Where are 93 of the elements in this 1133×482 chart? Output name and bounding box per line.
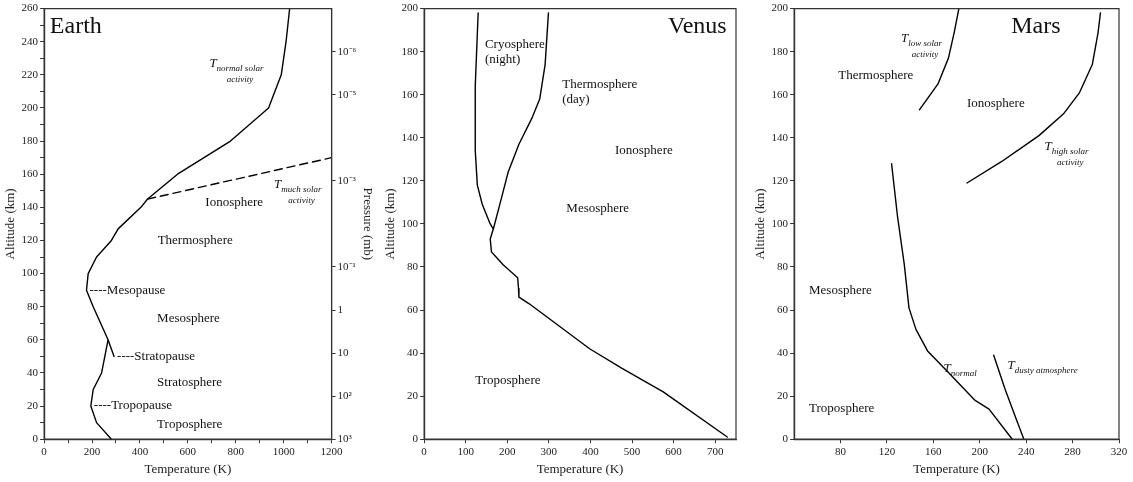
- annotation: Cryosphere (night): [484, 35, 546, 66]
- y-tick-label: 40: [777, 345, 789, 358]
- y-tick-label: 100: [401, 216, 419, 229]
- y-tick-label: 80: [777, 259, 789, 272]
- y2-tick-label: 10³: [337, 432, 353, 445]
- annotation: Thermosphere (day): [562, 76, 638, 107]
- y2-tick-label: 10⁻¹: [337, 259, 356, 272]
- annotation: ----Stratopause: [117, 347, 196, 363]
- y-tick-label: 240: [21, 34, 39, 47]
- x-axis-title: Temperature (K): [144, 460, 232, 476]
- y-tick-label: 80: [407, 259, 419, 272]
- x-tick-label: 500: [623, 444, 641, 457]
- y-tick-label: 140: [771, 130, 789, 143]
- y-axis-title: Altitude (km): [752, 188, 768, 260]
- y-tick-label: 140: [21, 200, 39, 213]
- y-tick-label: 220: [21, 67, 39, 80]
- y-tick-label: 260: [21, 1, 39, 14]
- y-tick-label: 180: [401, 44, 419, 57]
- annotation: Mesosphere: [157, 309, 221, 325]
- x-tick-label: 600: [179, 444, 197, 457]
- y-tick-label: 0: [782, 432, 789, 445]
- x-tick-label: 320: [1110, 444, 1128, 457]
- y-tick-label: 120: [771, 173, 789, 186]
- annotation: Ionosphere: [966, 94, 1025, 110]
- y-tick-label: 20: [407, 389, 419, 402]
- x-tick-label: 280: [1064, 444, 1082, 457]
- y-tick-label: 160: [771, 87, 789, 100]
- y-tick-label: 60: [27, 332, 39, 345]
- annotation: Troposphere: [809, 400, 875, 416]
- annotation: Ionosphere: [205, 193, 264, 209]
- annotation: Mesosphere: [566, 200, 630, 216]
- y-tick-label: 160: [401, 87, 419, 100]
- annotation: Mesosphere: [809, 282, 873, 298]
- x-tick-label: 80: [835, 444, 847, 457]
- y-tick-label: 40: [27, 365, 39, 378]
- y-tick-label: 180: [771, 44, 789, 57]
- annotation: Stratosphere: [157, 374, 223, 390]
- annotation: Ionosphere: [614, 142, 673, 158]
- y-tick-label: 0: [32, 432, 39, 445]
- y-tick-label: 20: [27, 398, 39, 411]
- x-tick-label: 400: [131, 444, 149, 457]
- x-axis-title: Temperature (K): [536, 460, 624, 476]
- x-axis-title: Temperature (K): [913, 460, 1000, 476]
- y2-axis-title: Pressure (mb): [360, 187, 376, 261]
- y2-tick-label: 10⁻³: [337, 173, 357, 186]
- x-tick-label: 200: [83, 444, 101, 457]
- y-tick-label: 100: [771, 216, 789, 229]
- annotation: Thermosphere: [838, 66, 914, 82]
- y-axis-title: Altitude (km): [2, 188, 18, 260]
- y-tick-label: 20: [777, 389, 789, 402]
- chart-title: Venus: [667, 11, 727, 38]
- y-axis-title: Altitude (km): [382, 188, 398, 260]
- chart-title: Mars: [1011, 11, 1061, 38]
- annotation: Troposphere: [475, 372, 541, 388]
- y2-tick-label: 10⁻⁶: [337, 44, 357, 57]
- y-tick-label: 40: [407, 345, 419, 358]
- y-tick-label: 80: [27, 299, 39, 312]
- x-tick-label: 200: [971, 444, 989, 457]
- x-tick-label: 0: [41, 444, 48, 457]
- y-tick-label: 120: [401, 173, 419, 186]
- y-tick-label: 120: [21, 233, 39, 246]
- x-tick-label: 700: [706, 444, 724, 457]
- x-tick-label: 800: [227, 444, 245, 457]
- x-tick-label: 200: [499, 444, 517, 457]
- x-tick-label: 1200: [320, 444, 344, 457]
- x-tick-label: 120: [878, 444, 896, 457]
- y-tick-label: 60: [407, 302, 419, 315]
- annotation: Troposphere: [157, 415, 223, 431]
- x-tick-label: 100: [457, 444, 475, 457]
- y-tick-label: 180: [21, 133, 39, 146]
- y-tick-label: 100: [21, 266, 39, 279]
- x-tick-label: 0: [421, 444, 428, 457]
- y-tick-label: 60: [777, 302, 789, 315]
- annotation: Thermosphere: [157, 231, 233, 247]
- y-tick-label: 160: [21, 167, 39, 180]
- annotation: ----Mesopause: [89, 281, 166, 297]
- y-tick-label: 140: [401, 130, 419, 143]
- y2-tick-label: 10⁻⁵: [337, 87, 357, 100]
- y-tick-label: 200: [21, 100, 39, 113]
- y2-tick-label: 10²: [337, 389, 353, 402]
- y-tick-label: 200: [401, 1, 419, 14]
- x-tick-label: 160: [925, 444, 943, 457]
- annotation: ----Tropopause: [93, 397, 173, 413]
- x-tick-label: 400: [582, 444, 600, 457]
- x-tick-label: 1000: [272, 444, 296, 457]
- x-tick-label: 300: [540, 444, 558, 457]
- chart-title: Earth: [49, 11, 102, 38]
- y-tick-label: 200: [771, 1, 789, 14]
- y2-tick-label: 10: [337, 345, 350, 358]
- y-tick-label: 0: [412, 432, 419, 445]
- x-tick-label: 240: [1017, 444, 1035, 457]
- y2-tick-label: 1: [337, 302, 344, 315]
- x-tick-label: 600: [665, 444, 683, 457]
